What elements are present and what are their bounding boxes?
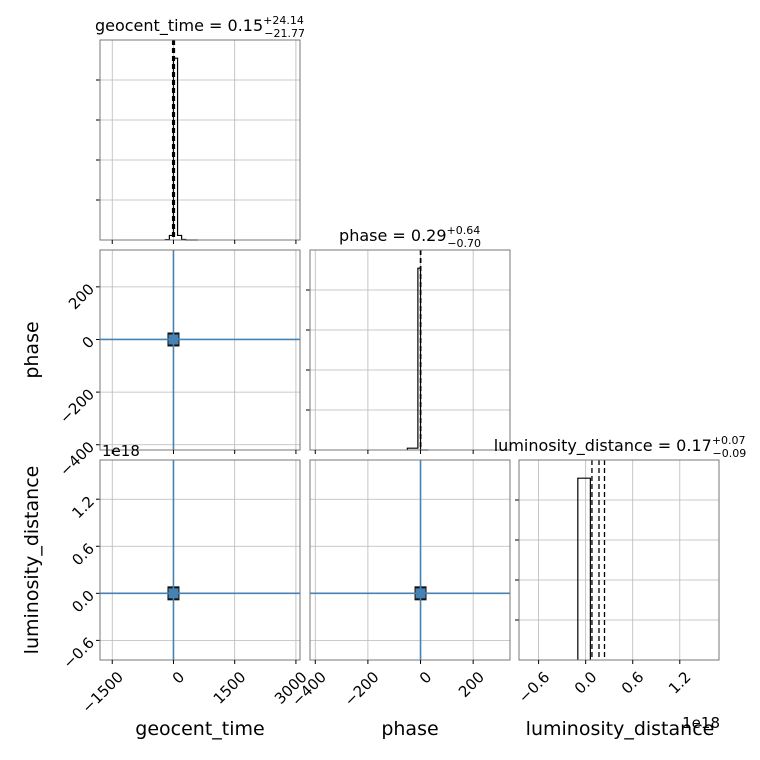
panel-geocent_time-vs-phase-frame	[99, 249, 301, 451]
y-tick-label: 0	[79, 333, 98, 352]
y-tick-label: 0.0	[68, 587, 98, 617]
y-tick-label: −400	[56, 438, 98, 480]
panel-geocent_time-vs-phase-grid	[100, 250, 300, 450]
x-tick-label: −0.6	[515, 668, 553, 706]
title-main: luminosity_distance = 0.17	[494, 436, 712, 456]
geocent_time-histogram-step	[164, 57, 198, 241]
x-tick-label: 1500	[210, 668, 250, 708]
truth-marker	[415, 588, 426, 599]
title-main: phase = 0.29	[339, 226, 446, 245]
title-minus-err: −0.70	[447, 237, 481, 250]
luminosity_distance-x-axis-label: luminosity_distance	[526, 718, 715, 740]
marks-layer	[100, 40, 606, 660]
title-minus-err: −0.09	[713, 447, 747, 460]
x-tick-label: 0.6	[618, 668, 648, 698]
title-plus-err: +0.07	[712, 434, 746, 447]
y-tick-label: 1.2	[68, 492, 98, 522]
panel-phase-vs-luminosity_distance-frame	[309, 459, 511, 661]
phase-y-axis-label: phase	[21, 321, 43, 378]
title-minus-err: −21.77	[264, 27, 305, 40]
panel-luminosity_distance-hist-grid	[519, 460, 719, 660]
phase-histogram-step	[406, 267, 429, 451]
x-tick-label: −1500	[78, 668, 127, 717]
y-tick-label: −0.6	[60, 634, 98, 672]
panel-phase-hist-frame	[309, 249, 511, 451]
panel-geocent_time-vs-luminosity_distance-frame	[99, 459, 301, 661]
truth-marker	[168, 334, 179, 345]
title-plus-err: +0.64	[447, 224, 481, 237]
phase-x-axis-label: phase	[381, 718, 438, 740]
panel-phase-hist-grid	[310, 250, 510, 450]
x-tick-label: 0	[169, 668, 188, 687]
panel-luminosity_distance-hist-frame	[518, 459, 720, 661]
x-scale-offset-label: 1e18	[682, 714, 720, 732]
panel-phase-vs-luminosity_distance-grid	[310, 460, 510, 660]
x-tick-label: 1.2	[665, 668, 695, 698]
luminosity_distance-histogram-step	[577, 477, 591, 660]
panel-geocent_time-hist-frame	[99, 39, 301, 241]
x-tick-label: 0.0	[571, 668, 601, 698]
x-tick-label: 200	[455, 668, 488, 701]
y-scale-offset-label: 1e18	[102, 442, 140, 460]
x-tick-label: 0	[416, 668, 435, 687]
panel-geocent_time-vs-luminosity_distance-grid	[100, 460, 300, 660]
grid-layer	[100, 40, 719, 660]
y-tick-label: −200	[56, 385, 98, 427]
luminosity_distance-y-axis-label: luminosity_distance	[21, 466, 43, 655]
y-tick-label: 0.6	[68, 540, 98, 570]
truth-marker	[168, 588, 179, 599]
geocent_time-title: geocent_time = 0.15+24.14 −21.77	[95, 14, 305, 40]
title-main: geocent_time = 0.15	[95, 16, 263, 36]
frames-layer	[96, 39, 720, 664]
y-tick-label: 200	[65, 280, 98, 313]
phase-title: phase = 0.29+0.64 −0.70	[339, 224, 481, 250]
x-tick-label: −200	[341, 668, 383, 710]
luminosity_distance-title: luminosity_distance = 0.17+0.07 −0.09	[494, 434, 747, 460]
geocent_time-x-axis-label: geocent_time	[135, 718, 264, 740]
title-plus-err: +24.14	[263, 14, 304, 27]
panel-geocent_time-hist-grid	[100, 40, 300, 240]
